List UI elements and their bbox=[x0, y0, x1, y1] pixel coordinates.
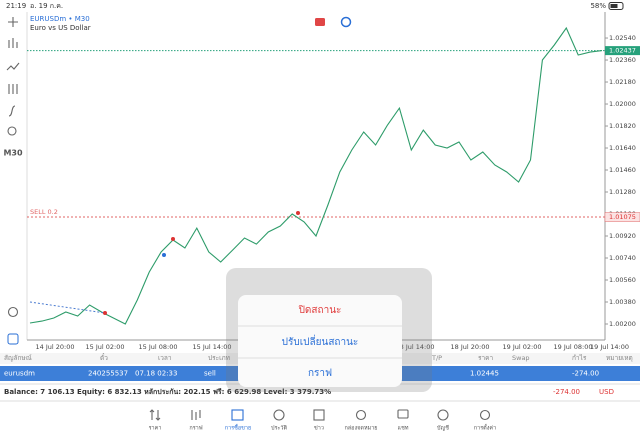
order-label: 1.01075 bbox=[609, 213, 636, 221]
status-date: อ. 19 ก.ค. bbox=[30, 2, 63, 10]
tab-icon[interactable] bbox=[355, 409, 367, 421]
y-tick-label: 1.02540 bbox=[609, 34, 636, 42]
x-tick-label: 15 Jul 08:00 bbox=[139, 343, 178, 351]
column-header: กำไร bbox=[572, 354, 587, 362]
trade-tool[interactable] bbox=[7, 333, 19, 345]
tab-icon[interactable] bbox=[149, 409, 161, 421]
order-text: SELL 0.2 bbox=[30, 208, 58, 216]
total-profit: -274.00 bbox=[553, 388, 580, 396]
tab-label[interactable]: ข่าว bbox=[314, 426, 324, 432]
chart-type-tool[interactable] bbox=[8, 38, 18, 48]
y-tick-label: 1.02000 bbox=[609, 100, 636, 108]
price-line bbox=[29, 26, 603, 325]
column-header: หมายเหตุ bbox=[606, 354, 633, 362]
position-cell: -274.00 bbox=[572, 370, 599, 378]
deal-marker bbox=[162, 253, 166, 257]
x-tick-label: 18 Jul 20:00 bbox=[451, 343, 490, 351]
position-cell: 07.18 02:33 bbox=[135, 370, 177, 378]
price-chart: 1.002001.003801.005601.007401.009201.011… bbox=[27, 26, 640, 351]
tab-icon[interactable] bbox=[397, 409, 409, 419]
tab-icon[interactable] bbox=[231, 409, 244, 421]
left-toolbar: M30 bbox=[3, 17, 23, 345]
column-header: ราคา bbox=[478, 354, 493, 362]
tab-icon[interactable] bbox=[273, 409, 285, 421]
position-cell: sell bbox=[204, 370, 216, 378]
y-tick-label: 1.01640 bbox=[609, 144, 636, 152]
search-tool[interactable] bbox=[7, 306, 19, 318]
y-tick-label: 1.02180 bbox=[609, 78, 636, 86]
tab-label[interactable]: กราฟ bbox=[189, 425, 202, 432]
menu-chart[interactable]: กราฟ bbox=[308, 368, 332, 379]
y-tick-label: 1.02360 bbox=[609, 56, 636, 64]
tab-bar: ราคา กราฟ การซื้อขาย ประวัติ ข่าว กล่องจ… bbox=[149, 409, 496, 432]
x-tick-label: 18 Jul 14:00 bbox=[396, 343, 435, 351]
menu-modify-position[interactable]: ปรับเปลี่ยนสถานะ bbox=[282, 334, 359, 348]
y-tick-label: 1.00740 bbox=[609, 254, 636, 262]
bid-label: 1.02437 bbox=[609, 47, 636, 55]
x-tick-label: 15 Jul 02:00 bbox=[86, 343, 125, 351]
position-cell: 1.02445 bbox=[470, 370, 499, 378]
chart-description: Euro vs US Dollar bbox=[30, 24, 91, 32]
tab-label[interactable]: การตั้งค่า bbox=[474, 424, 496, 432]
column-header: ประเภท bbox=[208, 354, 230, 362]
y-tick-label: 1.00920 bbox=[609, 232, 636, 240]
y-tick-label: 1.01460 bbox=[609, 166, 636, 174]
tab-label[interactable]: ราคา bbox=[149, 426, 162, 432]
crosshair-tool[interactable] bbox=[8, 17, 18, 27]
tab-label[interactable]: แชท bbox=[398, 425, 409, 432]
x-tick-label: 15 Jul 14:00 bbox=[193, 343, 232, 351]
action-sheet bbox=[238, 295, 402, 387]
y-tick-label: 1.00380 bbox=[609, 298, 636, 306]
column-header: T/P bbox=[431, 354, 442, 362]
tab-icon[interactable] bbox=[313, 409, 325, 421]
menu-close-position[interactable]: ปิดสถานะ bbox=[298, 305, 341, 316]
tab-icon[interactable] bbox=[191, 410, 201, 420]
deal-marker bbox=[103, 311, 107, 315]
tab-label[interactable]: บัญชี bbox=[437, 425, 449, 432]
battery-level bbox=[610, 4, 618, 8]
y-tick-label: 1.01280 bbox=[609, 188, 636, 196]
position-cell: eurusdm bbox=[4, 370, 35, 378]
y-tick-label: 1.00560 bbox=[609, 276, 636, 284]
oneclick-icon[interactable] bbox=[340, 16, 352, 28]
deal-marker bbox=[171, 237, 175, 241]
column-header: Swap bbox=[512, 354, 530, 362]
battery-icon bbox=[608, 2, 624, 10]
objects-tool[interactable] bbox=[7, 126, 17, 136]
x-tick-label: 19 Jul 02:00 bbox=[503, 343, 542, 351]
y-tick-label: 1.01820 bbox=[609, 122, 636, 130]
x-tick-label: 19 Jul 08:00 bbox=[554, 343, 593, 351]
position-cell: 240255537 bbox=[88, 370, 128, 378]
battery-text: 58% bbox=[590, 2, 606, 10]
account-summary: Balance: 7 106.13 Equity: 6 832.13 หลักป… bbox=[4, 388, 331, 396]
timeframe-button[interactable]: M30 bbox=[3, 149, 23, 158]
tab-label[interactable]: การซื้อขาย bbox=[225, 424, 251, 432]
order-label-bg bbox=[604, 212, 640, 222]
deal-marker bbox=[296, 211, 300, 215]
currency: USD bbox=[599, 388, 614, 396]
y-tick-label: 1.00200 bbox=[609, 320, 636, 328]
status-time: 21:19 bbox=[6, 2, 26, 10]
x-tick-label: 14 Jul 20:00 bbox=[36, 343, 75, 351]
x-tick-label: 19 Jul 14:00 bbox=[590, 343, 629, 351]
tab-icon[interactable] bbox=[479, 409, 491, 421]
column-header: สัญลักษณ์ bbox=[4, 354, 32, 362]
tab-label[interactable]: ประวัติ bbox=[271, 425, 287, 432]
trade-link bbox=[29, 301, 106, 314]
column-header: ตั๋ว bbox=[100, 353, 108, 362]
indicators-tool[interactable] bbox=[6, 62, 20, 71]
tab-icon[interactable] bbox=[437, 409, 449, 421]
column-header: เวลา bbox=[158, 354, 172, 362]
trade-icon[interactable] bbox=[315, 18, 325, 26]
function-tool[interactable] bbox=[8, 105, 16, 117]
chart-symbol: EURUSDm • M30 bbox=[30, 15, 90, 23]
bid-label-bg bbox=[605, 46, 640, 56]
settings-tool[interactable] bbox=[8, 84, 18, 94]
tab-label[interactable]: กล่องจดหมาย bbox=[344, 426, 377, 432]
